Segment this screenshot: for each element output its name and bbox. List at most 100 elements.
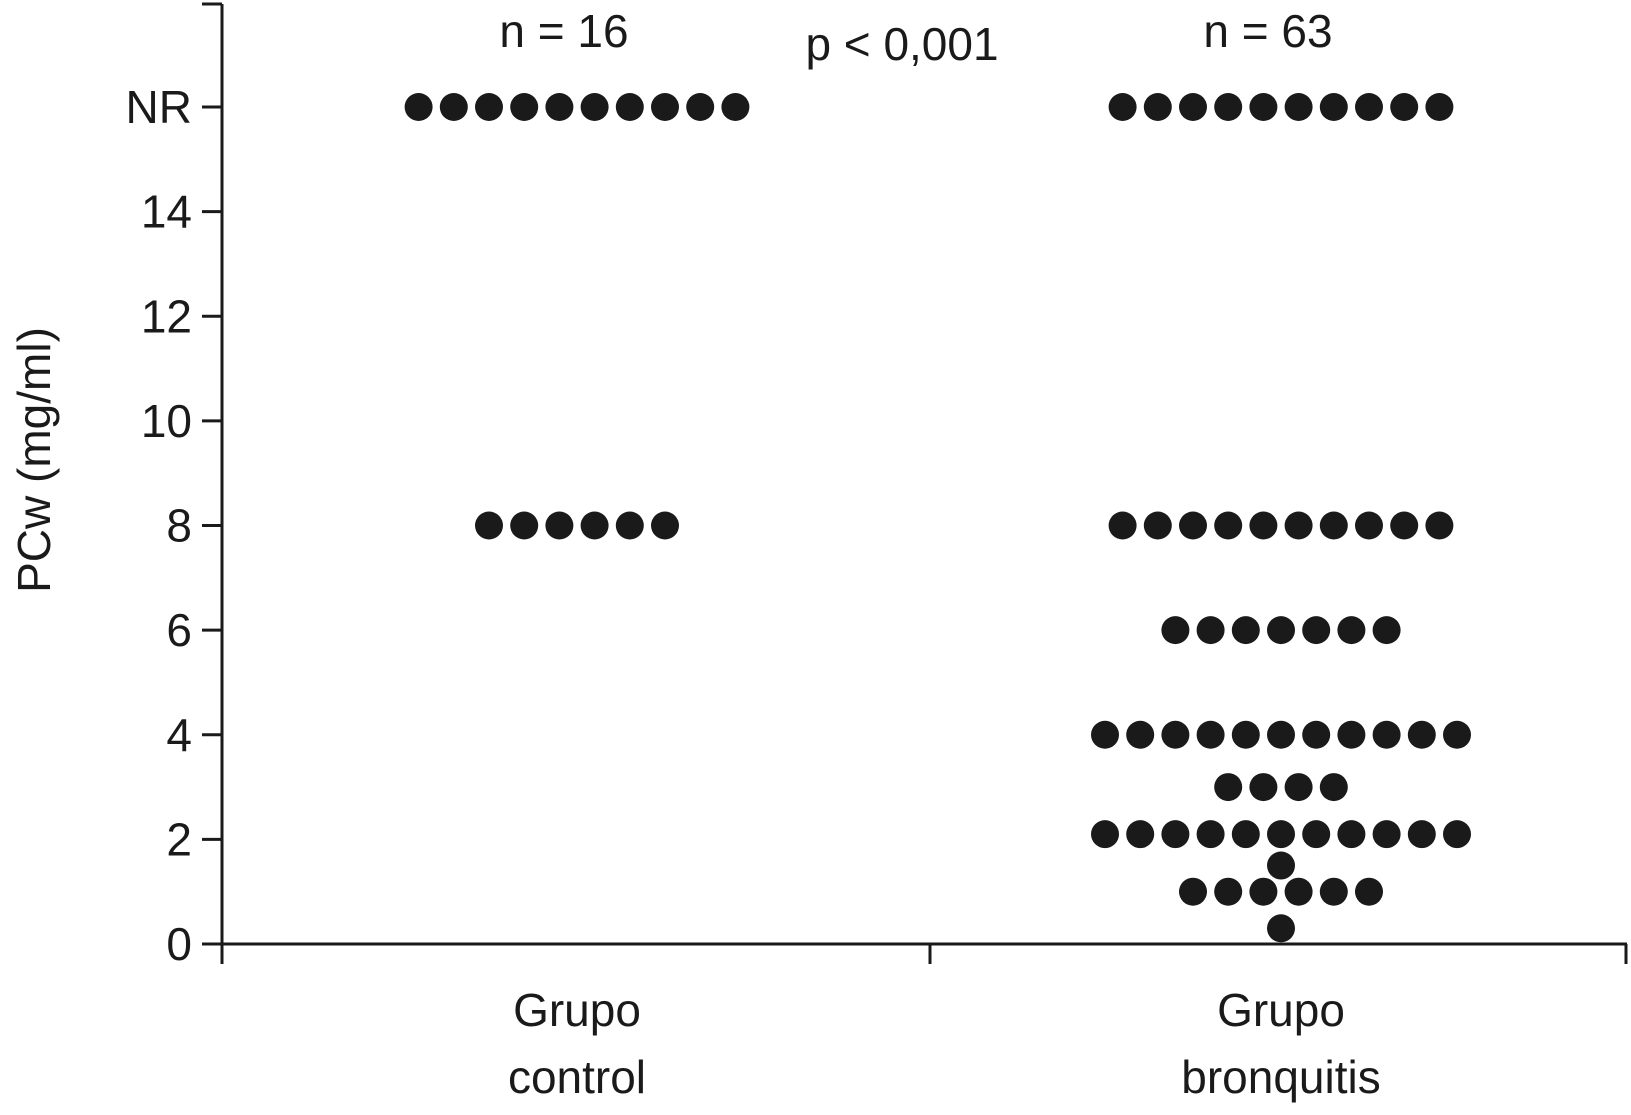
data-point bbox=[1337, 616, 1366, 645]
data-point bbox=[1179, 511, 1207, 540]
data-point bbox=[1161, 720, 1190, 749]
data-point bbox=[1284, 511, 1313, 540]
data-point bbox=[1337, 720, 1366, 749]
data-point bbox=[1319, 511, 1348, 540]
data-point bbox=[651, 93, 679, 121]
y-axis-label: PCw (mg/ml) bbox=[8, 327, 60, 593]
data-point bbox=[1284, 93, 1313, 121]
data-point bbox=[1214, 877, 1243, 906]
data-point bbox=[404, 93, 433, 121]
data-point bbox=[545, 511, 574, 540]
data-point bbox=[475, 511, 503, 540]
data-point bbox=[1319, 877, 1348, 906]
y-tick-label: 10 bbox=[141, 395, 192, 447]
data-point bbox=[1267, 820, 1295, 849]
data-point bbox=[1161, 820, 1190, 849]
data-point bbox=[1425, 93, 1454, 121]
data-point bbox=[615, 511, 644, 540]
data-point bbox=[1319, 773, 1348, 802]
data-points bbox=[404, 93, 1471, 943]
category-label-line2: control bbox=[508, 1051, 646, 1103]
data-point bbox=[1214, 511, 1243, 540]
data-point bbox=[1108, 511, 1137, 540]
axes bbox=[202, 2, 1627, 946]
data-point bbox=[1267, 720, 1295, 749]
data-point bbox=[1372, 820, 1401, 849]
data-point bbox=[1143, 511, 1172, 540]
data-point bbox=[1196, 820, 1225, 849]
data-point bbox=[1249, 511, 1278, 540]
data-point bbox=[1161, 616, 1190, 645]
data-point bbox=[1231, 616, 1260, 645]
data-point bbox=[1355, 511, 1383, 540]
y-tick-label: 8 bbox=[166, 500, 192, 552]
data-point bbox=[1126, 720, 1155, 749]
data-point bbox=[615, 93, 644, 121]
data-point bbox=[1284, 877, 1313, 906]
data-point bbox=[1390, 93, 1419, 121]
data-point bbox=[1091, 820, 1119, 849]
data-point bbox=[510, 93, 539, 121]
p-value-annotation: p < 0,001 bbox=[805, 18, 998, 70]
data-point bbox=[1196, 616, 1225, 645]
data-point bbox=[1143, 93, 1172, 121]
data-point bbox=[1179, 877, 1207, 906]
y-tick-label: 14 bbox=[141, 186, 192, 238]
data-point bbox=[1108, 93, 1137, 121]
data-point bbox=[1407, 720, 1436, 749]
n-annotation: n = 16 bbox=[499, 5, 628, 57]
category-label-line1: Grupo bbox=[1217, 984, 1345, 1036]
data-point bbox=[1214, 773, 1243, 802]
data-point bbox=[686, 93, 715, 121]
data-point bbox=[545, 93, 574, 121]
data-point bbox=[1231, 720, 1260, 749]
category-labels: Grupo control Grupo bronquitis bbox=[508, 984, 1381, 1103]
category-label-line1: Grupo bbox=[513, 984, 641, 1036]
data-point bbox=[651, 511, 679, 540]
annotations: n = 16 p < 0,001 n = 63 bbox=[499, 5, 1332, 70]
data-point bbox=[1249, 877, 1278, 906]
data-point bbox=[1302, 720, 1331, 749]
x-axis-ticks bbox=[220, 944, 1628, 964]
data-point bbox=[1390, 511, 1419, 540]
y-tick-label: 6 bbox=[166, 604, 192, 656]
data-point bbox=[1284, 773, 1313, 802]
n-annotation: n = 63 bbox=[1203, 5, 1332, 57]
data-point bbox=[510, 511, 539, 540]
data-point bbox=[1443, 720, 1471, 749]
data-point bbox=[1425, 511, 1454, 540]
data-point bbox=[721, 93, 750, 121]
data-point bbox=[1249, 773, 1278, 802]
data-point bbox=[1214, 93, 1243, 121]
data-point bbox=[1179, 93, 1207, 121]
data-point bbox=[1407, 820, 1436, 849]
data-point bbox=[1196, 720, 1225, 749]
data-point bbox=[1355, 93, 1383, 121]
y-tick-label: 12 bbox=[141, 290, 192, 342]
data-point bbox=[580, 93, 609, 121]
data-point bbox=[1302, 616, 1331, 645]
data-point bbox=[1302, 820, 1331, 849]
y-axis-ticks: 0 2 4 6 8 10 12 14 NR bbox=[126, 81, 222, 970]
data-point bbox=[1355, 877, 1383, 906]
data-point bbox=[1319, 93, 1348, 121]
data-point bbox=[1249, 93, 1278, 121]
data-point bbox=[1091, 720, 1119, 749]
data-point bbox=[439, 93, 468, 121]
data-point bbox=[1267, 851, 1295, 880]
data-point bbox=[1126, 820, 1155, 849]
data-point bbox=[580, 511, 609, 540]
y-tick-label: 4 bbox=[166, 709, 192, 761]
data-point bbox=[1231, 820, 1260, 849]
data-point bbox=[1337, 820, 1366, 849]
data-point bbox=[475, 93, 503, 121]
category-label-line2: bronquitis bbox=[1181, 1051, 1380, 1103]
y-tick-label: 2 bbox=[166, 813, 192, 865]
y-tick-label: 0 bbox=[166, 918, 192, 970]
y-tick-label: NR bbox=[126, 81, 192, 133]
data-point bbox=[1443, 820, 1471, 849]
data-point bbox=[1372, 616, 1401, 645]
data-point bbox=[1267, 616, 1295, 645]
data-point bbox=[1372, 720, 1401, 749]
